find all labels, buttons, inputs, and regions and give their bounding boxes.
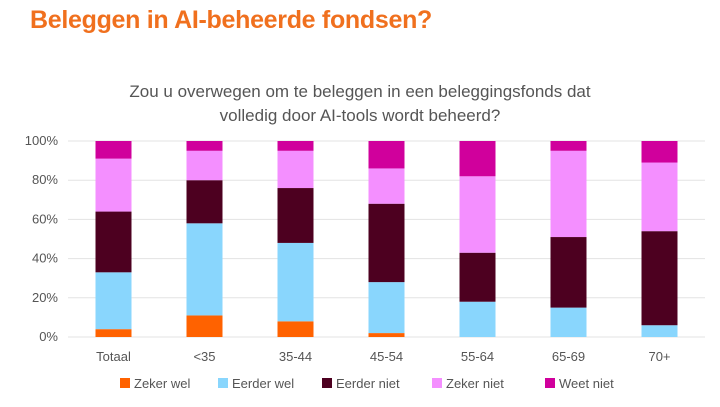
- bar-segment: [641, 231, 678, 326]
- chart-title-line: volledig door AI-tools wordt beheerd?: [219, 106, 501, 125]
- legend-swatch: [432, 378, 442, 388]
- bar-segment: [641, 162, 678, 232]
- bar-segment: [186, 315, 223, 337]
- bar-segment: [186, 141, 223, 151]
- bar-segment: [550, 141, 587, 151]
- y-tick-label: 40%: [32, 251, 58, 266]
- legend-label: Zeker wel: [134, 376, 190, 391]
- x-tick-label: 70+: [648, 349, 670, 364]
- chart-title-line: Zou u overwegen om te beleggen in een be…: [129, 82, 591, 101]
- x-tick-label: 45-54: [370, 349, 403, 364]
- x-tick-label: 65-69: [552, 349, 585, 364]
- y-tick-label: 0%: [39, 329, 58, 344]
- bar-segment: [95, 272, 132, 330]
- page-heading: Beleggen in AI-beheerde fondsen?: [30, 6, 433, 34]
- y-tick-label: 20%: [32, 290, 58, 305]
- x-tick-label: <35: [193, 349, 215, 364]
- bar-segment: [641, 325, 678, 337]
- y-tick-label: 100%: [25, 133, 59, 148]
- bar-segment: [368, 141, 405, 169]
- bar-segment: [186, 223, 223, 316]
- bar-segment: [277, 150, 314, 189]
- bar-segment: [459, 301, 496, 337]
- bar-segment: [550, 237, 587, 308]
- bar-segment: [277, 141, 314, 151]
- legend-swatch: [322, 378, 332, 388]
- bar-segment: [368, 282, 405, 334]
- bar-segment: [550, 150, 587, 238]
- bar-segment: [368, 333, 405, 337]
- legend-swatch: [120, 378, 130, 388]
- x-tick-label: 55-64: [461, 349, 494, 364]
- legend-label: Weet niet: [559, 376, 614, 391]
- x-tick-label: Totaal: [96, 349, 131, 364]
- bar-segment: [95, 211, 132, 273]
- y-tick-label: 80%: [32, 172, 58, 187]
- bar-segment: [459, 141, 496, 177]
- bar-segment: [550, 307, 587, 337]
- bar-segment: [186, 180, 223, 224]
- bar-segment: [459, 176, 496, 253]
- chart-title: Zou u overwegen om te beleggen in een be…: [0, 80, 720, 128]
- bar-segment: [277, 188, 314, 243]
- bar-segment: [277, 321, 314, 337]
- legend-label: Eerder wel: [232, 376, 294, 391]
- bar-segment: [277, 242, 314, 322]
- bar-segment: [95, 329, 132, 337]
- bar-segment: [368, 203, 405, 283]
- y-tick-label: 60%: [32, 211, 58, 226]
- x-tick-label: 35-44: [279, 349, 312, 364]
- legend-swatch: [218, 378, 228, 388]
- legend-label: Eerder niet: [336, 376, 400, 391]
- legend-swatch: [545, 378, 555, 388]
- bar-segment: [95, 158, 132, 212]
- bar-segment: [459, 252, 496, 302]
- bar-segment: [95, 141, 132, 159]
- bar-segment: [641, 141, 678, 163]
- legend-label: Zeker niet: [446, 376, 504, 391]
- bar-segment: [368, 168, 405, 204]
- bar-segment: [186, 150, 223, 181]
